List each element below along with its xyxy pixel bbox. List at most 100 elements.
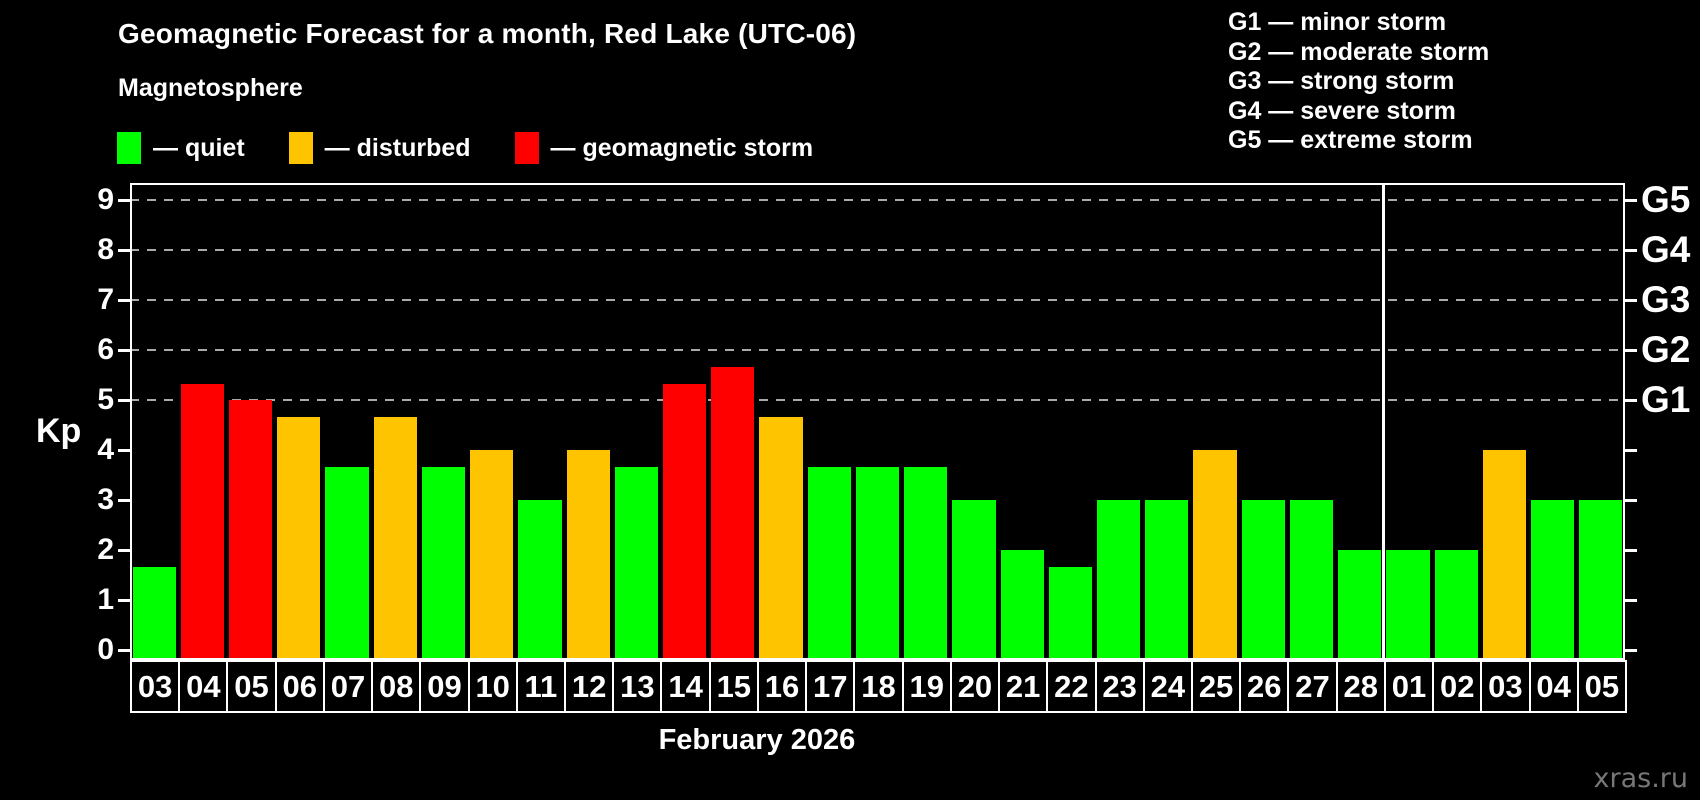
g-legend-line: G1 — minor storm (1228, 8, 1447, 36)
y-axis-tick-left (118, 199, 130, 202)
kp-bar (662, 383, 707, 660)
g-legend-line: G3 — strong storm (1228, 67, 1455, 95)
day-label-cell: 14 (660, 660, 711, 713)
kp-bar (952, 500, 996, 660)
day-label-cell: 20 (949, 660, 1001, 713)
y-axis-tick-left (118, 499, 130, 502)
y-axis-tick-left (118, 399, 130, 402)
day-label-cell: 17 (805, 660, 856, 713)
y-axis-tick-left (118, 599, 130, 602)
day-label-cell: 03 (1480, 660, 1531, 713)
kp-bar (277, 416, 321, 660)
y-axis-tick-left (118, 299, 130, 302)
gridline-g2 (130, 349, 1625, 351)
day-label-cell: 28 (1335, 660, 1386, 713)
y-axis-tick-right (1625, 599, 1637, 602)
kp-bar (855, 466, 900, 660)
disturbed-color-swatch (288, 132, 313, 164)
kp-bar (1338, 550, 1382, 660)
plot-area: 0 1 2 3 4 5 6 7 8 9 G1 G2 G3 G4 G5 (97, 181, 1690, 667)
y-axis-tick-left (118, 649, 130, 652)
kp-bar (325, 466, 369, 660)
y-axis-tick-right (1625, 449, 1637, 452)
y-axis-tick-left (118, 549, 130, 552)
legend-label: — disturbed (324, 133, 471, 162)
kp-bar (421, 466, 466, 660)
kp-bar (711, 366, 755, 660)
g-legend-line: G2 — moderate storm (1228, 37, 1490, 66)
y-axis-label: 7 (97, 283, 114, 316)
gridline-g5 (130, 199, 1625, 201)
day-label-cell: 13 (612, 660, 663, 713)
y-axis-title: Kp (36, 412, 82, 450)
gridline-g3 (130, 299, 1625, 301)
kp-bar (566, 450, 610, 660)
g-legend-line: G5 — extreme storm (1228, 126, 1473, 154)
y-axis-tick-right (1625, 549, 1637, 552)
y-axis-tick-right (1625, 399, 1637, 402)
kp-bar (518, 500, 562, 660)
day-label-cell: 09 (419, 660, 470, 713)
storm-color-swatch (514, 132, 539, 164)
g-axis-label: G3 (1641, 279, 1691, 320)
day-label-cell: 05 (1576, 660, 1627, 713)
y-axis-tick-right (1625, 649, 1637, 652)
kp-bar (470, 450, 514, 660)
kp-bar (180, 383, 224, 660)
day-label-cell: 16 (756, 660, 808, 713)
day-label-cell: 06 (274, 660, 325, 713)
y-axis-label: 1 (97, 583, 114, 616)
day-label-cell: 22 (1046, 660, 1097, 713)
kp-bar (1434, 550, 1478, 660)
month-label: February 2026 (658, 724, 856, 756)
g-axis-label: G4 (1641, 229, 1691, 270)
y-axis-label: 5 (97, 383, 114, 416)
day-label-cell: 15 (708, 660, 759, 713)
kp-bar (1482, 450, 1527, 660)
status-legend: — quiet — disturbed — geomagnetic storm (117, 129, 857, 167)
kp-bar (1000, 550, 1044, 660)
kp-bar (1531, 500, 1575, 660)
gridline-g4 (130, 249, 1625, 251)
day-label-cell: 19 (901, 660, 952, 713)
day-label-cell: 04 (1528, 660, 1579, 713)
kp-bar (1289, 500, 1334, 660)
day-label-cell: 23 (1094, 660, 1145, 713)
g-scale-legend: G1 — minor storm G2 — moderate storm G3 … (1228, 8, 1489, 156)
kp-bar (228, 400, 273, 660)
y-axis-tick-left (118, 349, 130, 352)
day-label-cell: 05 (226, 660, 277, 713)
month-separator-line (1382, 183, 1386, 660)
day-label-cell: 27 (1287, 660, 1338, 713)
y-axis-tick-right (1625, 349, 1637, 352)
kp-bar (1193, 450, 1237, 660)
g-axis-label: G1 (1641, 379, 1691, 420)
day-label-cell: 03 (130, 660, 181, 713)
day-label-cell: 26 (1239, 660, 1290, 713)
y-axis-tick-right (1625, 299, 1637, 302)
watermark: xras.ru (1593, 763, 1689, 794)
kp-bar (614, 466, 658, 660)
y-axis-label: 4 (97, 433, 114, 466)
day-label-cell: 02 (1432, 660, 1483, 713)
kp-bar (1097, 500, 1141, 660)
y-axis-label: 3 (97, 483, 114, 516)
legend-label: — quiet (153, 133, 245, 162)
quiet-color-swatch (117, 132, 141, 164)
y-axis-tick-left (118, 449, 130, 452)
day-label-cell: 01 (1383, 660, 1435, 713)
g-axis-label: G5 (1641, 179, 1691, 220)
y-axis-tick-right (1625, 499, 1637, 502)
g-axis-label: G2 (1641, 329, 1691, 370)
day-label-cell: 11 (515, 660, 567, 713)
legend-label: — geomagnetic storm (550, 133, 814, 162)
gridline-g1 (130, 399, 1625, 401)
day-label-cell: 12 (564, 660, 615, 713)
legend-item-storm: — geomagnetic storm (514, 132, 814, 164)
legend-item-disturbed: — disturbed (288, 132, 471, 164)
day-label-cell: 08 (371, 660, 422, 713)
kp-bar (1241, 500, 1285, 660)
day-label-cell: 25 (1190, 660, 1242, 713)
kp-bar (904, 466, 948, 660)
